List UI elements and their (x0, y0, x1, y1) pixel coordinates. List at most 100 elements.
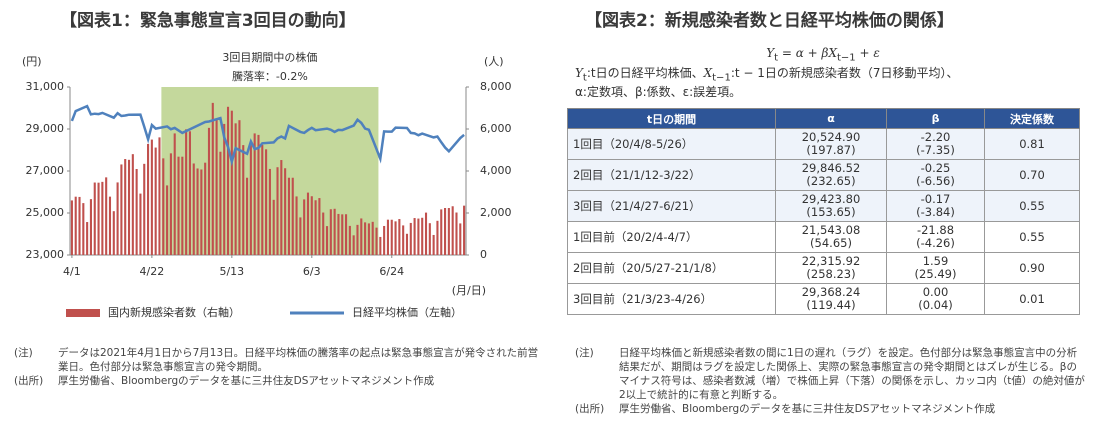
bar (192, 163, 195, 255)
r2-cell: 0.55 (984, 221, 1080, 253)
coef: -21.88 (916, 223, 955, 237)
y2-tick-label: 8,000 (480, 80, 512, 93)
bar (135, 169, 138, 255)
chart: 23,000 25,000 27,000 29,000 31,000 0 2,000 4,00… (22, 50, 512, 319)
bar (196, 168, 199, 255)
row: 3回目前（21/3/23-4/26） 29,368.24 (119.44) 0.00(… (567, 283, 1080, 315)
t-value: (258.23) (806, 267, 856, 281)
coef: -2.20 (920, 130, 951, 144)
note-text: 日経平均株価と新規感染者数の間に1日の遅れ（ラグ）を設定。色付部分は緊急事態宣言… (619, 347, 1085, 401)
bar (147, 143, 150, 255)
table: t日の期間 α β 決定係数 1回目（20/4/8-5/26） 20,524.90 (197… (567, 108, 1080, 315)
bar (444, 208, 447, 255)
y2-tick-label: 4,000 (480, 164, 512, 177)
x-tick-label: 6/3 (303, 265, 321, 278)
bar (246, 177, 249, 255)
row: 2回目（21/1/12-3/22） 29,846.52 (232.65) -0.25(… (567, 159, 1080, 191)
coef: 29,423.80 (801, 192, 861, 206)
t-value: (0.04) (918, 298, 953, 312)
legend-swatch (66, 309, 100, 317)
header-row: t日の期間 α β 決定係数 (567, 108, 1080, 129)
note: (出所) 厚生労働省、Bloombergのデータを基に三井住友DSアセットマネジメ… (575, 402, 1085, 416)
bar (238, 120, 241, 256)
bar (341, 214, 344, 255)
coef: 22,315.92 (801, 254, 861, 268)
t-value: (-7.35) (916, 143, 955, 157)
value-cell: -2.20 (-7.35) (886, 128, 985, 160)
bar (226, 106, 230, 255)
bar (284, 168, 287, 255)
note-text: 厚生労働省、Bloombergのデータを基に三井住友DSアセットマネジメント作成 (58, 375, 435, 387)
bar (375, 227, 378, 255)
bar (219, 151, 222, 255)
formula-part: + ε (855, 46, 880, 60)
note: (出所) 厚生労働省、Bloombergのデータを基に三井住友DSアセットマネジメ… (14, 374, 539, 388)
bar (386, 219, 389, 255)
coef: -0.17 (920, 192, 951, 206)
annotation: 3回目期間中の株価 (222, 50, 317, 64)
bar (447, 208, 450, 255)
coef: -0.25 (920, 161, 951, 175)
bar (394, 221, 397, 255)
bar (97, 182, 100, 255)
bar (78, 196, 81, 255)
t-value: (197.87) (806, 143, 856, 157)
t-value: (54.65) (810, 236, 852, 250)
bar (181, 156, 184, 255)
y-tick-label: 31,000 (26, 80, 65, 93)
bar (287, 177, 290, 255)
period-cell: 3回目（21/4/27-6/21） (567, 190, 776, 222)
bar (139, 193, 142, 255)
coef: 1.59 (922, 254, 949, 268)
bar (421, 217, 424, 255)
value-cell: 29,423.80 (153.65) (775, 190, 887, 222)
bar (451, 206, 454, 255)
value-cell: -21.88 (-4.26) (886, 221, 985, 253)
value-cell: 29,846.52 (232.65) (775, 159, 887, 191)
def-part: :t − 1日の新規感染者数（7日移動平均）、 (730, 66, 959, 80)
note-label: (出所) (575, 403, 605, 415)
bar (265, 149, 268, 255)
formula: Yt = α + βXt−1 + ε (567, 46, 1079, 65)
bar (276, 167, 279, 255)
bar (325, 226, 329, 255)
t-value: (-4.26) (916, 236, 955, 250)
bar (166, 185, 169, 255)
row: 1回目前（20/2/4-4/7） 21,543.08 (54.65) -21.88 (-… (567, 221, 1080, 253)
value-cell: 20,524.90 (197.87) (775, 128, 887, 160)
bar (169, 153, 172, 255)
bar (356, 224, 359, 255)
bar (428, 223, 431, 255)
annotation: 騰落率：-0.2% (232, 69, 308, 83)
def-part: :t日の日経平均株価、 (586, 66, 704, 80)
period-cell: 2回目（21/1/12-3/22） (567, 159, 776, 191)
bar (303, 199, 306, 255)
note-label: (出所) (14, 375, 44, 387)
table-title: 【図表2：新規感染者数と日経平均株価の関係】 (585, 11, 954, 31)
bar (105, 177, 108, 255)
period-cell: 1回目（20/4/8-5/26） (567, 128, 776, 160)
bar (116, 182, 119, 255)
y2-tick-label: 2,000 (480, 206, 512, 219)
bar (322, 212, 325, 255)
bar (162, 158, 165, 255)
def-part: X (703, 66, 713, 80)
t-value: (25.49) (914, 267, 957, 281)
line (70, 104, 465, 167)
bar (383, 225, 386, 255)
x-tick-label: 4/1 (63, 265, 81, 278)
formula-part: X (828, 46, 837, 60)
bar (82, 203, 85, 255)
bar (261, 144, 264, 255)
bar (268, 168, 271, 255)
bar (249, 145, 252, 255)
y-tick-label: 25,000 (26, 206, 65, 219)
row: 3回目（21/4/27-6/21） 29,423.80 (153.65) -0.17 (… (567, 190, 1080, 222)
bar (185, 129, 188, 255)
header-cell: β (886, 108, 985, 129)
t-value: (153.65) (806, 205, 856, 219)
chart-title: 【図表1：緊急事態宣言3回目の動向】 (60, 11, 356, 31)
bar (89, 199, 92, 255)
y2-unit: (人) (484, 55, 504, 68)
